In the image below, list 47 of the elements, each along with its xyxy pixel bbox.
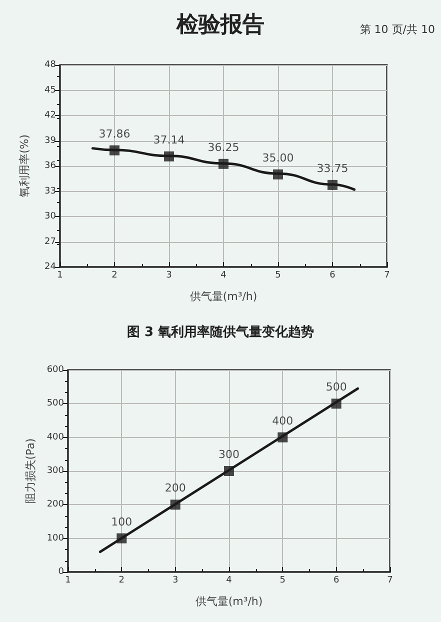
y-axis-title: 氧利用率(%)	[18, 134, 31, 198]
x-tick-label: 7	[384, 270, 390, 280]
x-tick-label: 1	[65, 576, 71, 586]
x-tick-label: 5	[275, 270, 281, 280]
y-tick-label: 33	[44, 186, 56, 196]
y-tick-label: 400	[46, 432, 64, 442]
y-tick-label: 30	[44, 212, 56, 222]
caption: 图 3 氧利用率随供气量变化趋势	[126, 324, 314, 340]
x-tick-label: 3	[172, 576, 178, 586]
x-axis-title: 供气量(m³/h)	[195, 595, 263, 608]
data-label: 37.14	[153, 133, 185, 146]
y-axis-title: 阻力损失(Pa)	[24, 438, 37, 504]
chart-title: 检验报告	[176, 12, 264, 38]
y-tick-label: 0	[58, 567, 64, 577]
y-tick-label: 39	[44, 136, 56, 146]
x-tick-label: 4	[226, 576, 232, 586]
y-tick-label: 36	[44, 161, 56, 171]
x-tick-label: 5	[280, 576, 286, 586]
y-tick-label: 500	[46, 398, 64, 409]
y-tick-label: 200	[46, 500, 64, 510]
x-tick-label: 3	[166, 270, 172, 280]
data-label: 100	[111, 515, 132, 528]
data-label: 37.86	[98, 127, 130, 140]
data-label: 35.00	[262, 151, 294, 164]
data-label: 200	[164, 482, 186, 495]
x-tick-label: 4	[220, 270, 227, 280]
data-label: 400	[272, 414, 294, 428]
x-tick-label: 6	[333, 576, 340, 586]
data-label: 300	[218, 448, 240, 461]
y-tick-label: 300	[46, 466, 64, 476]
x-tick-label: 7	[387, 576, 393, 586]
y-tick-label: 27	[44, 236, 56, 247]
text: 第 10 页/共 10	[360, 23, 436, 36]
x-tick-label: 2	[118, 576, 125, 586]
y-tick-label: 48	[44, 60, 56, 70]
x-tick-label: 6	[330, 270, 336, 280]
x-tick-label: 2	[112, 270, 118, 280]
x-tick-label: 1	[57, 270, 63, 280]
y-tick-label: 45	[44, 85, 56, 96]
data-label: 33.75	[316, 162, 348, 175]
data-label: 36.25	[208, 140, 240, 154]
x-axis-title: 供气量(m³/h)	[190, 290, 258, 303]
y-tick-label: 600	[46, 365, 64, 375]
y-tick-label: 42	[44, 110, 56, 120]
y-tick-label: 24	[44, 262, 56, 272]
y-tick-label: 100	[46, 533, 64, 544]
data-label: 500	[326, 380, 347, 394]
